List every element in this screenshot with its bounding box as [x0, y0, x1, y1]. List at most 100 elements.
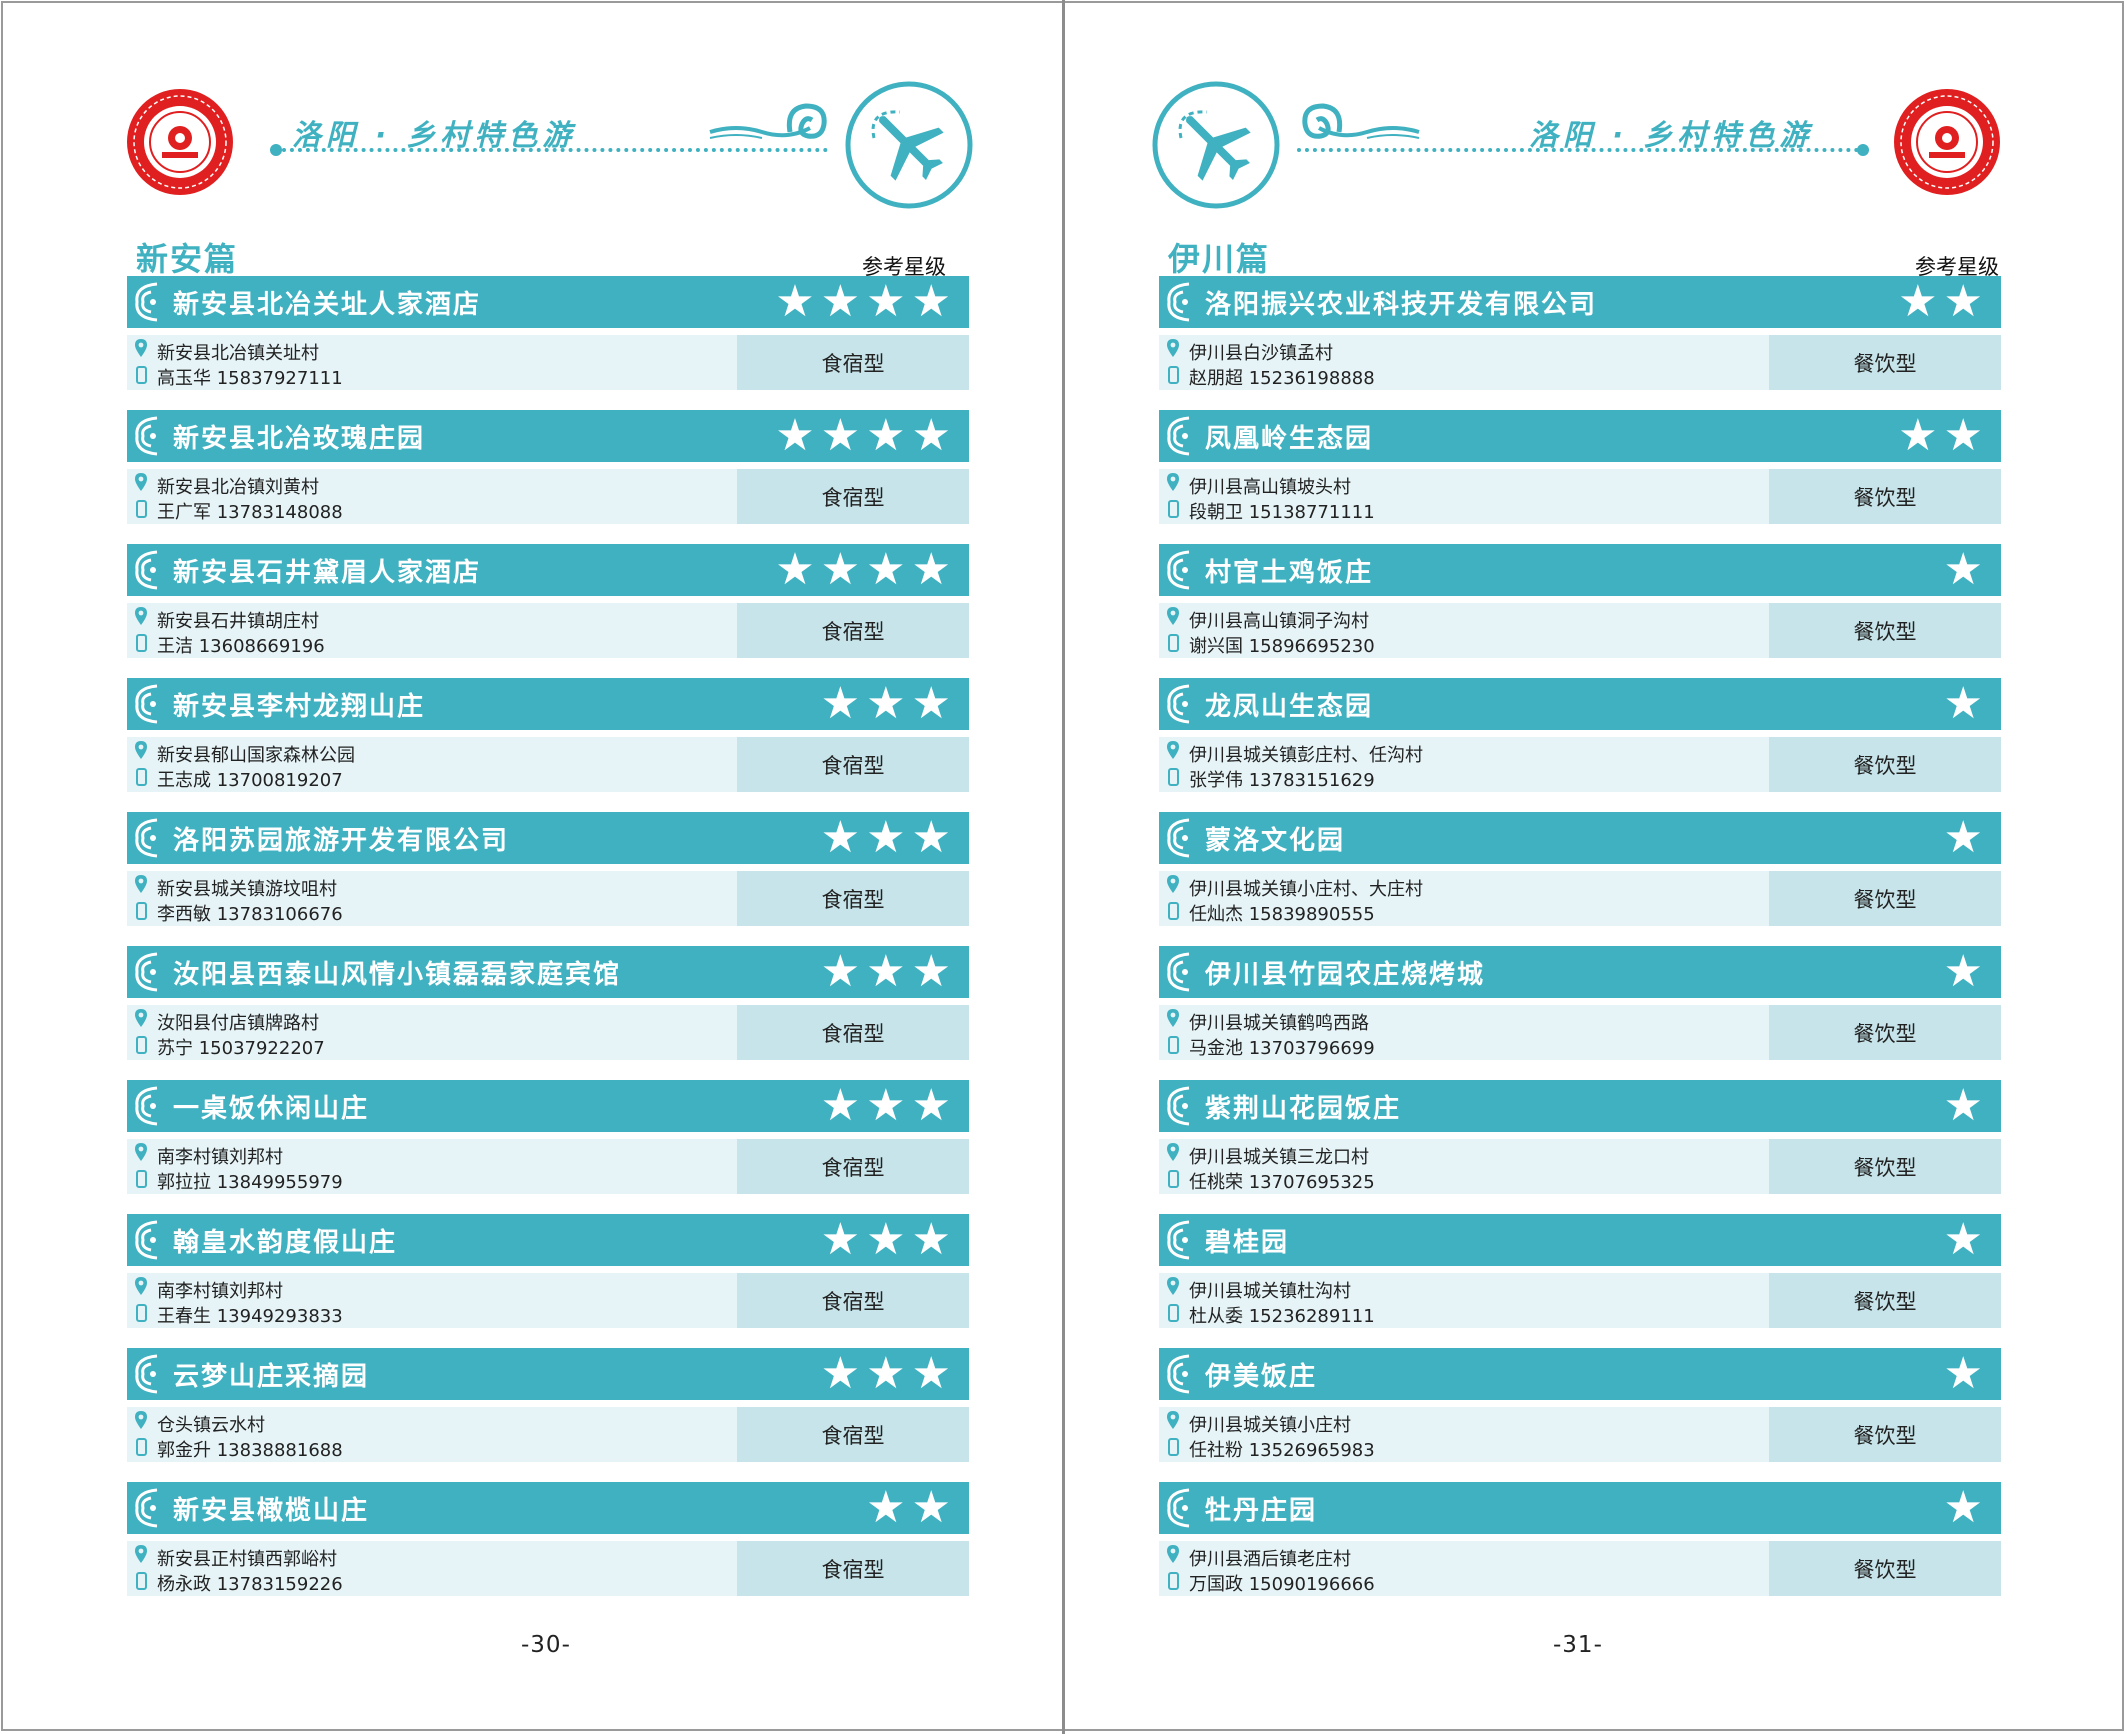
venue-name: 新安县北冶关址人家酒店 [173, 290, 482, 320]
venue-info-row: 伊川县城关镇彭庄村、任沟村 张学伟 13783151629 餐饮型 [1159, 737, 2001, 792]
star-icon: ★ [866, 544, 906, 595]
location-pin-icon [1167, 1143, 1179, 1161]
venue-name: 一桌饭休闲山庄 [173, 1094, 370, 1124]
page-number: -31- [1553, 1632, 1603, 1658]
venue-type: 餐饮型 [1769, 1273, 2001, 1328]
venue-name: 新安县石井黛眉人家酒店 [173, 558, 482, 588]
location-pin-icon [135, 1009, 147, 1027]
venue-type: 餐饮型 [1769, 469, 2001, 524]
venue-entry: 新安县北冶玫瑰庄园 ★ ★ ★ ★ 新安县北冶镇刘黄村 王广军 13783148088 食宿型 [127, 410, 969, 544]
venue-contact: 王志成 13700819207 [157, 770, 343, 791]
star-icon: ★ [911, 812, 951, 863]
knot-ornament-icon [135, 416, 158, 456]
knot-ornament-icon [135, 550, 158, 590]
venue-title-bar: 龙凤山生态园 ★ [1159, 678, 2001, 730]
cloud-ornament-icon [1302, 103, 1420, 139]
star-icon: ★ [911, 1214, 951, 1265]
knot-ornament-icon [1167, 416, 1190, 456]
venue-address: 新安县正村镇西郭峪村 [157, 1549, 337, 1570]
star-icon: ★ [866, 1214, 906, 1265]
venue-address: 伊川县城关镇杜沟村 [1189, 1281, 1351, 1302]
venue-address: 伊川县高山镇洞子沟村 [1189, 611, 1369, 632]
venue-type: 餐饮型 [1769, 1139, 2001, 1194]
star-icon: ★ [1943, 544, 1983, 595]
star-icon: ★ [775, 544, 815, 595]
venue-info-row: 伊川县酒后镇老庄村 万国政 15090196666 餐饮型 [1159, 1541, 2001, 1596]
star-icon: ★ [820, 812, 861, 863]
phone-icon [136, 768, 147, 786]
phone-icon [1168, 1438, 1179, 1456]
venue-title-bar: 碧桂园 ★ [1159, 1214, 2001, 1266]
star-icon: ★ [911, 410, 951, 461]
section-title: 新安篇 [136, 240, 239, 278]
knot-ornament-icon [1167, 684, 1190, 724]
star-rating: ★ ★ [866, 1484, 951, 1532]
venue-title-bar: 翰皇水韵度假山庄 ★ ★ ★ [127, 1214, 969, 1266]
venue-name: 洛阳振兴农业科技开发有限公司 [1205, 290, 1598, 320]
page-spine [1062, 0, 1065, 1734]
star-rating: ★ [1944, 1216, 1983, 1264]
phone-icon [136, 366, 147, 384]
star-icon: ★ [775, 276, 815, 327]
venue-contact: 马金池 13703796699 [1189, 1038, 1375, 1059]
knot-ornament-icon [135, 1488, 158, 1528]
location-pin-icon [135, 741, 147, 759]
knot-ornament-icon [135, 282, 158, 322]
venue-contact: 王洁 13608669196 [157, 636, 325, 657]
knot-ornament-icon [1167, 1220, 1190, 1260]
location-pin-icon [135, 1143, 147, 1161]
venue-info-row: 伊川县城关镇小庄村 任社粉 13526965983 餐饮型 [1159, 1407, 2001, 1462]
reference-rating-label: 参考星级 [1915, 255, 1999, 279]
venue-title-bar: 新安县石井黛眉人家酒店 ★ ★ ★ ★ [127, 544, 969, 596]
star-icon: ★ [866, 276, 906, 327]
venue-info-row: 新安县郁山国家森林公园 王志成 13700819207 食宿型 [127, 737, 969, 792]
venue-entry: 伊美饭庄 ★ 伊川县城关镇小庄村 任社粉 13526965983 餐饮型 [1159, 1348, 2001, 1482]
airplane-icon [1152, 81, 1280, 209]
phone-icon [1168, 366, 1179, 384]
location-pin-icon [1167, 339, 1179, 357]
star-icon: ★ [866, 1482, 906, 1533]
venue-type: 餐饮型 [1769, 871, 2001, 926]
knot-ornament-icon [135, 952, 158, 992]
knot-ornament-icon [1167, 1086, 1190, 1126]
venue-name: 牡丹庄园 [1205, 1496, 1318, 1526]
star-rating: ★ [1944, 680, 1983, 728]
knot-ornament-icon [1167, 282, 1190, 322]
location-pin-icon [1167, 1545, 1179, 1563]
venue-name: 龙凤山生态园 [1205, 692, 1374, 722]
venue-address: 伊川县城关镇小庄村 [1189, 1415, 1351, 1436]
venue-contact: 王广军 13783148088 [157, 502, 343, 523]
star-rating: ★ ★ [1898, 278, 1983, 326]
star-icon: ★ [866, 812, 906, 863]
venue-info-row: 新安县城关镇游坟咀村 李西敏 13783106676 食宿型 [127, 871, 969, 926]
location-pin-icon [135, 607, 147, 625]
venue-contact: 任社粉 13526965983 [1189, 1440, 1375, 1461]
venue-entry: 汝阳县西泰山风情小镇磊磊家庭宾馆 ★ ★ ★ 汝阳县付店镇牌路村 苏宁 150379222… [127, 946, 969, 1080]
venue-type: 食宿型 [737, 1273, 969, 1328]
venue-title-bar: 云梦山庄采摘园 ★ ★ ★ [127, 1348, 969, 1400]
venue-name: 伊川县竹园农庄烧烤城 [1205, 960, 1486, 990]
venue-contact: 李西敏 13783106676 [157, 904, 343, 925]
knot-ornament-icon [1167, 550, 1190, 590]
venue-address: 伊川县城关镇彭庄村、任沟村 [1189, 745, 1423, 766]
venue-type: 食宿型 [737, 335, 969, 390]
location-pin-icon [135, 1545, 147, 1563]
venue-entry: 新安县石井黛眉人家酒店 ★ ★ ★ ★ 新安县石井镇胡庄村 王洁 13608669196 食宿… [127, 544, 969, 678]
star-icon: ★ [1943, 1348, 1983, 1399]
star-rating: ★ [1944, 1082, 1983, 1130]
star-rating: ★ ★ ★ [821, 1350, 951, 1398]
phone-icon [1168, 1170, 1179, 1188]
venue-title-bar: 洛阳振兴农业科技开发有限公司 ★ ★ [1159, 276, 2001, 328]
star-icon: ★ [1943, 1080, 1983, 1131]
star-icon: ★ [820, 544, 861, 595]
venue-entry: 牡丹庄园 ★ 伊川县酒后镇老庄村 万国政 15090196666 餐饮型 [1159, 1482, 2001, 1616]
star-icon: ★ [1943, 276, 1983, 327]
venue-contact: 赵朋超 15236198888 [1189, 368, 1375, 389]
venue-address: 伊川县白沙镇孟村 [1189, 343, 1333, 364]
location-pin-icon [1167, 1277, 1179, 1295]
association-seal-logo [1894, 89, 2000, 195]
venue-contact: 王春生 13949293833 [157, 1306, 343, 1327]
venue-address: 新安县北冶镇关址村 [157, 343, 319, 364]
venue-type: 食宿型 [737, 871, 969, 926]
venue-address: 仓头镇云水村 [157, 1415, 265, 1436]
